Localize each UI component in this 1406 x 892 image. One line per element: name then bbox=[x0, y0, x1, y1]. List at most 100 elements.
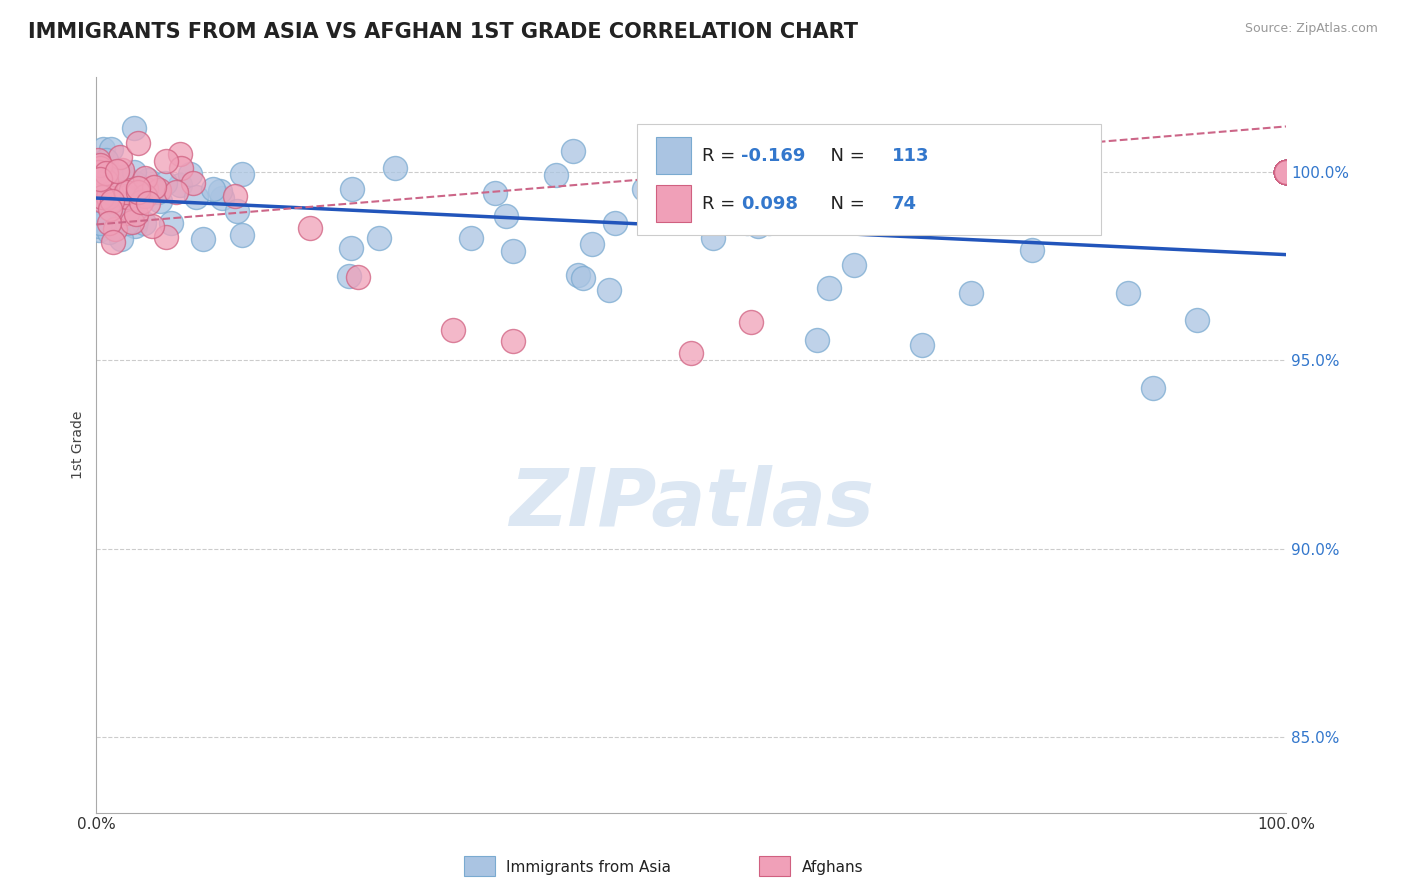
Point bbox=[96, 174, 118, 188]
Point bbox=[138, 195, 160, 210]
Point bbox=[484, 186, 506, 200]
Point bbox=[111, 188, 134, 202]
Point bbox=[93, 142, 115, 156]
Point bbox=[347, 270, 370, 285]
Point bbox=[89, 176, 111, 190]
Point bbox=[115, 205, 138, 219]
Point bbox=[1275, 164, 1298, 178]
Point bbox=[91, 194, 114, 209]
Point bbox=[225, 203, 247, 218]
Point bbox=[118, 188, 141, 202]
Point bbox=[337, 269, 360, 284]
Text: Afghans: Afghans bbox=[801, 860, 863, 874]
Point bbox=[148, 185, 170, 199]
Point bbox=[122, 121, 145, 136]
Point bbox=[567, 268, 589, 283]
Point bbox=[108, 212, 131, 227]
Point bbox=[1275, 164, 1298, 178]
Point bbox=[134, 171, 156, 186]
Point bbox=[598, 284, 620, 298]
Point bbox=[114, 169, 136, 184]
Point bbox=[89, 171, 111, 186]
Point bbox=[124, 219, 146, 233]
Point bbox=[758, 216, 780, 230]
Point bbox=[134, 189, 156, 203]
Point bbox=[104, 185, 127, 199]
Point bbox=[911, 338, 934, 352]
Point bbox=[87, 153, 110, 168]
Point bbox=[148, 183, 170, 197]
Point bbox=[115, 190, 138, 204]
Point bbox=[124, 211, 146, 226]
Point bbox=[108, 150, 131, 164]
Point bbox=[143, 180, 166, 194]
Point bbox=[191, 232, 214, 246]
Point bbox=[740, 316, 762, 330]
Point bbox=[169, 178, 191, 192]
Point bbox=[127, 181, 149, 195]
Point bbox=[110, 232, 132, 246]
Point bbox=[1275, 164, 1298, 178]
Point bbox=[100, 183, 122, 197]
Point bbox=[340, 241, 363, 255]
Point bbox=[89, 158, 111, 172]
Text: ZIPatlas: ZIPatlas bbox=[509, 465, 873, 543]
Point bbox=[1275, 164, 1298, 178]
Point bbox=[96, 166, 118, 180]
Point bbox=[111, 162, 134, 177]
Point bbox=[1275, 164, 1298, 178]
Point bbox=[1275, 164, 1298, 178]
Point bbox=[1275, 164, 1298, 178]
Point bbox=[1275, 164, 1298, 178]
Point bbox=[97, 189, 120, 203]
Point bbox=[806, 333, 828, 347]
Point bbox=[125, 207, 148, 221]
Point bbox=[155, 230, 177, 244]
Point bbox=[1142, 380, 1164, 394]
Point bbox=[117, 199, 139, 213]
Point bbox=[155, 154, 177, 169]
Point bbox=[502, 244, 524, 258]
Point bbox=[1116, 286, 1139, 301]
Point bbox=[544, 168, 567, 182]
Point bbox=[179, 167, 201, 181]
Point bbox=[94, 153, 117, 168]
Point bbox=[820, 215, 842, 229]
Point bbox=[1275, 164, 1298, 178]
Point bbox=[87, 179, 110, 194]
Point bbox=[120, 183, 142, 197]
Point bbox=[1275, 164, 1298, 178]
Point bbox=[1275, 164, 1298, 178]
Point bbox=[1275, 164, 1298, 178]
Point bbox=[1275, 164, 1298, 178]
Point bbox=[368, 231, 391, 245]
Point bbox=[141, 219, 163, 234]
Point bbox=[136, 173, 159, 187]
Point bbox=[153, 176, 176, 190]
Point bbox=[91, 194, 114, 208]
Text: Source: ZipAtlas.com: Source: ZipAtlas.com bbox=[1244, 22, 1378, 36]
Point bbox=[93, 180, 115, 194]
Point bbox=[1275, 164, 1298, 178]
Point bbox=[1275, 164, 1298, 178]
Point bbox=[299, 221, 322, 235]
Text: N =: N = bbox=[818, 194, 870, 212]
Point bbox=[98, 202, 121, 216]
Point bbox=[149, 194, 172, 208]
Point bbox=[1275, 164, 1298, 178]
Point bbox=[1275, 164, 1298, 178]
Point bbox=[1275, 164, 1298, 178]
Point bbox=[1275, 164, 1298, 178]
Point bbox=[1275, 164, 1298, 178]
Point bbox=[165, 186, 187, 200]
Point bbox=[100, 215, 122, 229]
Text: R =: R = bbox=[702, 194, 741, 212]
Point bbox=[100, 186, 122, 201]
Text: Immigrants from Asia: Immigrants from Asia bbox=[506, 860, 671, 874]
Point bbox=[181, 176, 204, 190]
Point bbox=[124, 177, 146, 191]
Point bbox=[115, 216, 138, 230]
Point bbox=[87, 222, 110, 236]
Point bbox=[460, 231, 482, 245]
Point bbox=[1275, 164, 1298, 178]
